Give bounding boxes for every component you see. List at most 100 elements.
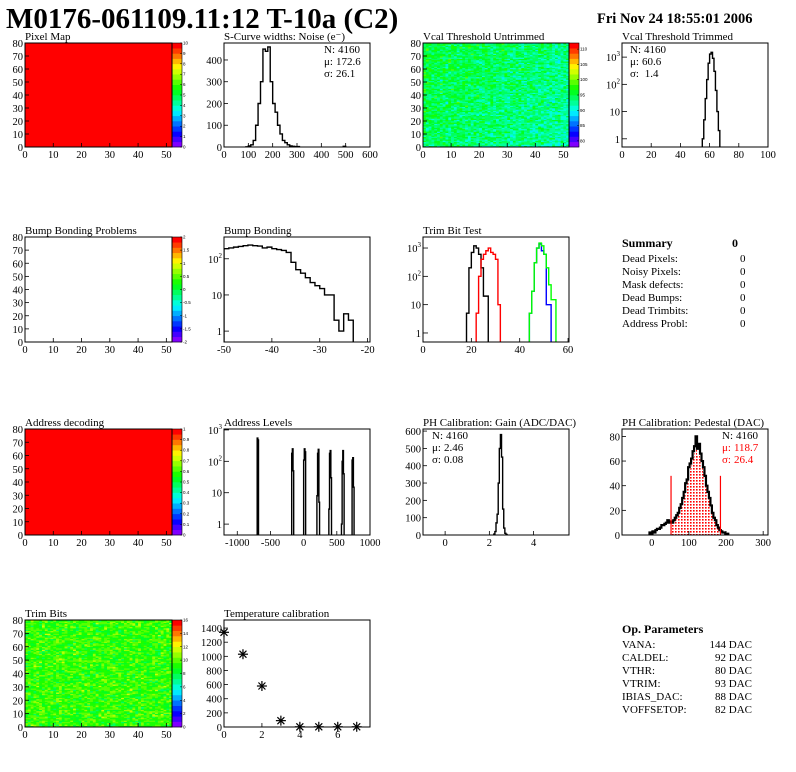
heatmap-cell <box>532 78 536 80</box>
y-tick-label: 10 <box>13 130 24 141</box>
heatmap-cell <box>493 136 497 139</box>
heatmap-cell <box>44 724 48 726</box>
heatmap-cell <box>428 57 432 59</box>
heatmap-cell <box>554 101 559 104</box>
heatmap-cell <box>563 46 567 49</box>
heatmap-cell <box>498 132 502 135</box>
palette-band <box>172 284 182 290</box>
heatmap-cell <box>431 59 435 62</box>
heatmap-cell <box>493 104 497 106</box>
heatmap-cell <box>112 714 116 717</box>
heatmap-cell <box>437 52 441 54</box>
heatmap-cell <box>448 96 452 98</box>
heatmap-cell <box>456 104 460 106</box>
heatmap-cell <box>423 70 427 72</box>
heatmap-cell <box>526 78 530 80</box>
heatmap-cell <box>512 119 516 122</box>
heatmap-cell <box>465 105 469 107</box>
heatmap-cell <box>428 115 432 118</box>
heatmap-cell <box>423 100 427 102</box>
heatmap-cell <box>515 45 519 48</box>
heatmap-cell <box>451 132 455 135</box>
heatmap-cell <box>487 78 491 80</box>
heatmap-cell <box>442 132 446 135</box>
heatmap-cell <box>481 121 486 123</box>
heatmap-cell <box>524 143 528 145</box>
heatmap-cell <box>451 54 455 57</box>
heatmap-cell <box>473 139 477 141</box>
heatmap-cell <box>423 52 427 54</box>
heatmap-cell <box>481 50 486 53</box>
heatmap-cell <box>566 63 569 66</box>
heatmap-cell <box>532 98 536 101</box>
heatmap-cell <box>512 75 516 78</box>
heatmap-cell <box>453 132 457 135</box>
heatmap-cell <box>437 74 441 76</box>
heatmap-cell <box>524 84 528 87</box>
heatmap-cell <box>512 69 516 71</box>
heatmap-cell <box>467 128 472 131</box>
heatmap-cell <box>543 92 547 94</box>
heatmap-cell <box>473 134 477 136</box>
heatmap-cell <box>465 144 469 146</box>
heatmap-cell <box>129 716 133 718</box>
heatmap-cell <box>515 105 519 107</box>
heatmap-cell <box>484 101 488 104</box>
heatmap-cell <box>535 83 539 85</box>
heatmap-cell <box>512 78 516 80</box>
heatmap-cell <box>453 134 457 136</box>
heatmap-cell <box>462 71 466 74</box>
heatmap-cell <box>493 43 497 45</box>
heatmap-cell <box>535 113 539 115</box>
heatmap-cell <box>467 110 472 113</box>
heatmap-cell <box>501 140 505 143</box>
heatmap-cell <box>479 67 483 70</box>
heatmap-cell <box>442 118 446 120</box>
heatmap-cell <box>526 70 530 72</box>
heatmap-cell <box>538 105 542 107</box>
heatmap-cell <box>512 45 516 48</box>
heatmap-cell <box>526 101 530 104</box>
heatmap-cell <box>507 89 511 92</box>
heatmap-cell <box>512 106 516 109</box>
heatmap-cell <box>515 75 519 78</box>
y-tick-label: 0 <box>18 143 23 154</box>
heatmap-cell <box>33 721 37 724</box>
heatmap-cell <box>538 75 542 78</box>
heatmap-cell <box>118 717 122 720</box>
heatmap-cell <box>481 106 486 109</box>
heatmap-cell <box>169 714 172 717</box>
heatmap-cell <box>479 140 483 143</box>
heatmap-cell <box>512 88 516 91</box>
heatmap-cell <box>476 111 480 114</box>
heatmap-cell <box>149 714 153 717</box>
heatmap-cell <box>439 72 443 75</box>
heatmap-cell <box>524 43 528 45</box>
heatmap-cell <box>535 114 539 117</box>
heatmap-cell <box>529 80 533 83</box>
heatmap-cell <box>75 721 80 724</box>
heatmap-cell <box>437 140 441 143</box>
heatmap-cell <box>152 722 156 725</box>
heatmap-cell <box>566 74 569 76</box>
heatmap-cell <box>498 58 502 61</box>
heatmap-cell <box>445 74 449 76</box>
heatmap-cell <box>30 720 34 722</box>
heatmap-cell <box>431 132 435 135</box>
heatmap-cell <box>479 108 483 110</box>
heatmap-cell <box>490 62 494 65</box>
heatmap-cell <box>504 82 508 84</box>
heatmap-cell <box>538 65 542 67</box>
heatmap-cell <box>552 132 556 135</box>
heatmap-cell <box>428 78 432 80</box>
heatmap-cell <box>507 54 511 57</box>
heatmap-cell <box>423 96 427 98</box>
heatmap-cell <box>532 72 536 75</box>
heatmap-cell <box>448 63 452 66</box>
heatmap-cell <box>526 100 530 102</box>
heatmap-cell <box>504 132 508 135</box>
heatmap-cell <box>481 63 486 66</box>
heatmap-cell <box>453 53 457 55</box>
heatmap-cell <box>442 44 446 46</box>
heatmap-cell <box>496 67 500 70</box>
